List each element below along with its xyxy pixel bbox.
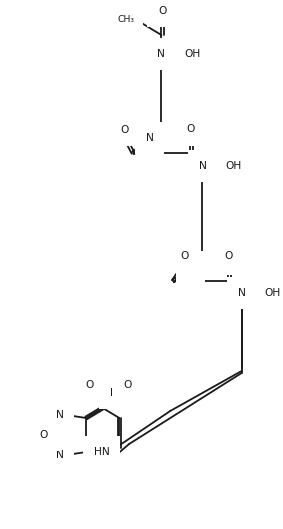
Text: N: N [146, 133, 154, 143]
Text: HN: HN [94, 447, 110, 457]
Text: N: N [56, 450, 64, 460]
Text: OH: OH [181, 125, 197, 135]
Text: N: N [199, 161, 206, 171]
Text: O: O [186, 124, 195, 134]
Text: O: O [181, 251, 189, 261]
Text: N: N [110, 388, 117, 398]
Text: N: N [238, 288, 246, 298]
Text: HN: HN [94, 450, 110, 460]
Text: O: O [123, 380, 131, 390]
Text: OH: OH [264, 288, 280, 298]
Text: OH: OH [224, 254, 240, 264]
Text: N: N [187, 262, 195, 272]
Text: O: O [86, 380, 94, 390]
Text: OH: OH [225, 161, 241, 171]
Text: O: O [158, 6, 167, 16]
Text: O: O [225, 251, 233, 261]
Text: N: N [157, 49, 165, 59]
Text: OH: OH [184, 49, 200, 59]
Text: O: O [120, 125, 128, 135]
Text: N: N [56, 410, 64, 420]
Text: O: O [40, 430, 48, 440]
Text: CH₃: CH₃ [117, 14, 134, 23]
